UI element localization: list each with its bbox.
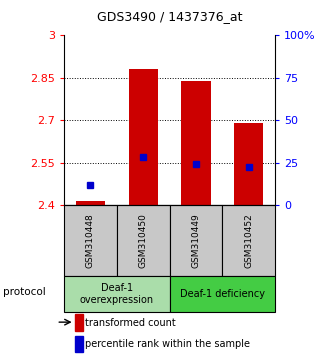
Text: GSM310450: GSM310450 bbox=[139, 213, 148, 268]
Bar bbox=[170, 205, 222, 276]
Bar bbox=[181, 81, 211, 205]
Bar bbox=[234, 123, 263, 205]
Bar bbox=[222, 205, 275, 276]
Bar bbox=[75, 336, 83, 352]
Text: GDS3490 / 1437376_at: GDS3490 / 1437376_at bbox=[97, 10, 242, 23]
Text: protocol: protocol bbox=[3, 287, 46, 297]
Bar bbox=[170, 276, 275, 312]
Bar bbox=[75, 314, 83, 331]
Text: transformed count: transformed count bbox=[85, 318, 176, 327]
Bar bbox=[64, 205, 117, 276]
Text: GSM310452: GSM310452 bbox=[244, 213, 253, 268]
Text: GSM310449: GSM310449 bbox=[191, 213, 201, 268]
Text: percentile rank within the sample: percentile rank within the sample bbox=[85, 339, 250, 349]
Bar bbox=[64, 276, 170, 312]
Text: GSM310448: GSM310448 bbox=[86, 213, 95, 268]
Bar bbox=[117, 205, 170, 276]
Text: Deaf-1
overexpression: Deaf-1 overexpression bbox=[80, 283, 154, 305]
Bar bbox=[76, 201, 105, 205]
Text: Deaf-1 deficiency: Deaf-1 deficiency bbox=[180, 289, 265, 299]
Bar bbox=[129, 69, 158, 205]
